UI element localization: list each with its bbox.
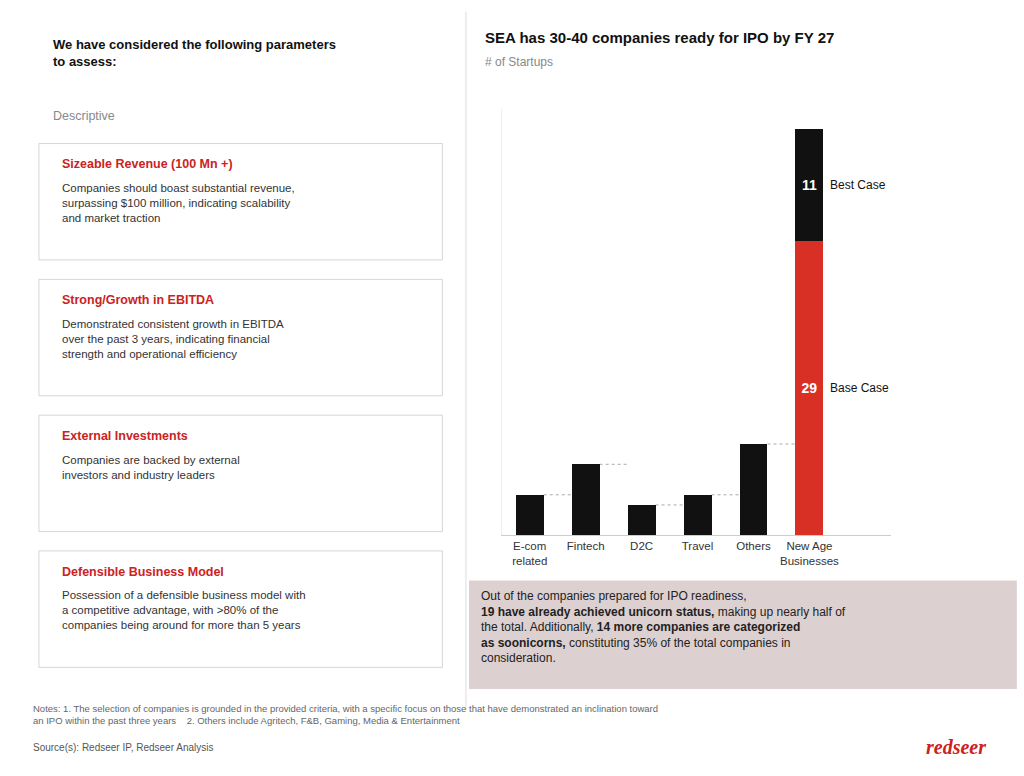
svg-text:Source(s): Redseer IP, Redseer: Source(s): Redseer IP, Redseer Analysis xyxy=(33,742,213,753)
svg-text:E-comrelated: E-comrelated xyxy=(512,540,547,567)
svg-text:# of Startups: # of Startups xyxy=(485,55,553,69)
svg-text:29: 29 xyxy=(802,380,818,396)
svg-text:Demonstrated consistent growth: Demonstrated consistent growth in EBITDA… xyxy=(62,318,284,360)
svg-text:Companies should boast substan: Companies should boast substantial reven… xyxy=(62,182,295,224)
svg-text:redseer: redseer xyxy=(926,736,986,758)
svg-text:Out of the companies prepared: Out of the companies prepared for IPO re… xyxy=(481,589,846,665)
svg-text:Companies are backed by extern: Companies are backed by externalinvestor… xyxy=(62,454,240,481)
svg-text:Strong/Growth in EBITDA: Strong/Growth in EBITDA xyxy=(62,293,214,307)
svg-text:Notes: 1. The selection of com: Notes: 1. The selection of companies is … xyxy=(33,703,658,726)
svg-text:D2C: D2C xyxy=(630,540,653,552)
svg-text:Fintech: Fintech xyxy=(567,540,605,552)
svg-text:Base Case: Base Case xyxy=(830,381,889,395)
svg-text:Defensible Business Model: Defensible Business Model xyxy=(62,565,224,579)
svg-text:Sizeable Revenue (100 Mn +): Sizeable Revenue (100 Mn +) xyxy=(62,157,233,171)
svg-text:SEA has 30-40 companies ready: SEA has 30-40 companies ready for IPO by… xyxy=(485,29,834,46)
svg-text:New AgeBusinesses: New AgeBusinesses xyxy=(780,540,839,567)
svg-text:Descriptive: Descriptive xyxy=(53,109,115,123)
svg-text:External Investments: External Investments xyxy=(62,429,188,443)
svg-text:We have considered the followi: We have considered the following paramet… xyxy=(53,37,336,69)
svg-text:Others: Others xyxy=(736,540,771,552)
svg-text:Best Case: Best Case xyxy=(830,178,886,192)
svg-text:Possession of a defensible bus: Possession of a defensible business mode… xyxy=(62,589,306,631)
svg-text:Travel: Travel xyxy=(682,540,714,552)
svg-text:11: 11 xyxy=(802,177,817,193)
